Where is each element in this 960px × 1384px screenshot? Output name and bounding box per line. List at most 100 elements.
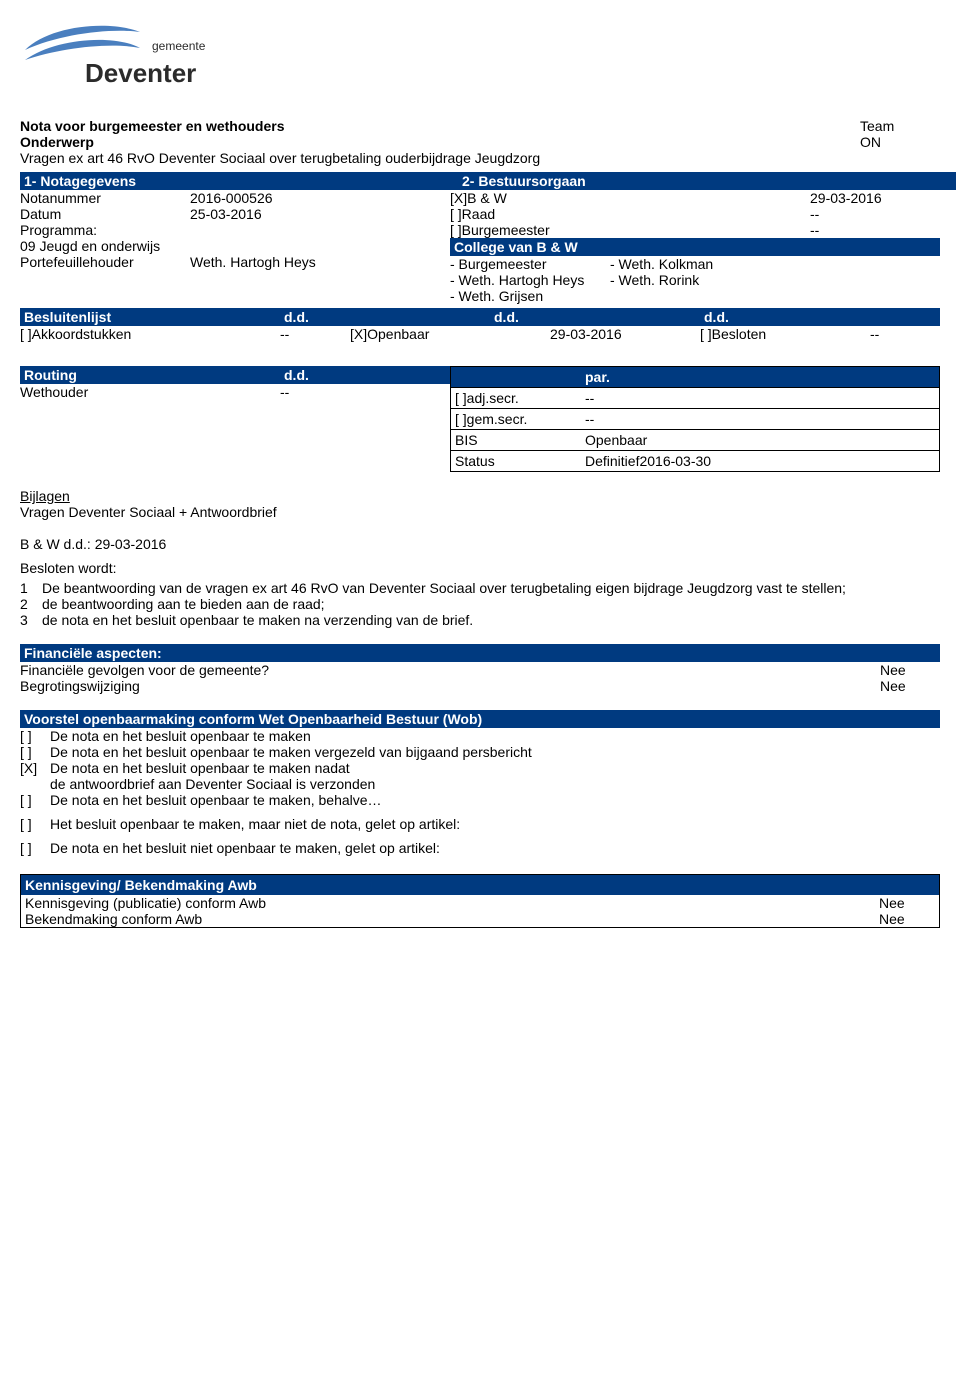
college-name-l2: - Weth. Grijsen [450, 288, 610, 304]
nota-notanummer-label: Notanummer [20, 190, 190, 206]
awb-bar: Kennisgeving/ Bekendmaking Awb [21, 875, 939, 895]
document-page: gemeente Deventer Nota voor burgemeester… [0, 0, 960, 948]
besluitenlijst-bar: Besluitenlijst d.d. d.d. d.d. [20, 308, 940, 326]
two-column-body: Notanummer2016-000526 Datum25-03-2016 Pr… [20, 190, 940, 304]
college-name-l1: - Weth. Hartogh Heys [450, 272, 610, 288]
college-name-l0: - Burgemeester [450, 256, 610, 272]
wob3-r0-m: [ ] [20, 840, 50, 856]
section-bar-row: 1- Notagegevens 2- Bestuursorgaan [20, 172, 940, 190]
section2-bar: 2- Bestuursorgaan [458, 172, 956, 190]
wob3-r0-t: De nota en het besluit niet openbaar te … [50, 840, 940, 856]
fin-row1-v: Nee [880, 678, 940, 694]
awb-row0-k: Kennisgeving (publicatie) conform Awb [21, 895, 879, 911]
besl-bar-seg3: d.d. [494, 309, 704, 325]
routing-bar-left: Routing d.d. [20, 366, 450, 384]
routing-right-box: par. [ ]adj.secr.-- [ ]gem.secr.-- BISOp… [450, 366, 940, 472]
nota-programma-value [190, 222, 450, 238]
college-name-r2 [610, 288, 810, 304]
bo-burg-date: -- [810, 222, 940, 238]
bo-bw-label: [X]B & W [450, 190, 610, 206]
wob-r1-m: [ ] [20, 744, 50, 760]
wob-r3-t: de antwoordbrief aan Deventer Sociaal is… [50, 776, 940, 792]
decision-item-1: De beantwoording van de vragen ex art 46… [42, 580, 940, 596]
decision-num-1: 1 [20, 580, 42, 596]
besl-bar-seg4: d.d. [704, 309, 936, 325]
decision-date: B & W d.d.: 29-03-2016 [20, 536, 940, 552]
financial-bar: Financiële aspecten: [20, 644, 940, 662]
team-label: Team [860, 118, 940, 134]
decision-lead: Besloten wordt: [20, 560, 940, 576]
subject-label: Onderwerp [20, 134, 860, 150]
section1-bar: 1- Notagegevens [20, 172, 458, 190]
wob-r2-m: [X] [20, 760, 50, 776]
bijlagen-text: Vragen Deventer Sociaal + Antwoordbrief [20, 504, 940, 520]
routing-status-v: Definitief2016-03-30 [585, 453, 935, 469]
routing-bis-v: Openbaar [585, 432, 935, 448]
wob-section: Voorstel openbaarmaking conform Wet Open… [20, 710, 940, 856]
bo-burg-label: [ ]Burgemeester [450, 222, 610, 238]
routing-adjsecr-k: [ ]adj.secr. [455, 390, 585, 406]
wob-bar: Voorstel openbaarmaking conform Wet Open… [20, 710, 940, 728]
routing-bar-label: Routing [24, 367, 284, 383]
routing-bis-k: BIS [455, 432, 585, 448]
municipality-logo: gemeente Deventer [20, 20, 940, 100]
subject-text: Vragen ex art 46 RvO Deventer Sociaal ov… [20, 150, 860, 166]
right-column: [X]B & W 29-03-2016 [ ]Raad -- [ ]Burgemee… [450, 190, 940, 304]
wob-r4-m: [ ] [20, 792, 50, 808]
decision-section: B & W d.d.: 29-03-2016 Besloten wordt: 1… [20, 536, 940, 628]
nota-programma-label: Programma: [20, 222, 190, 238]
logo-line1: gemeente [152, 39, 206, 53]
wob-r2-t: De nota en het besluit openbaar te maken… [50, 760, 940, 776]
financial-section: Financiële aspecten: Financiële gevolgen… [20, 644, 940, 694]
awb-block: Kennisgeving/ Bekendmaking Awb Kennisgev… [20, 874, 940, 928]
wob-r4-t: De nota en het besluit openbaar te maken… [50, 792, 940, 808]
routing-wethouder-label: Wethouder [20, 384, 280, 400]
routing-gemsecr-k: [ ]gem.secr. [455, 411, 585, 427]
routing-gemsecr-v: -- [585, 411, 935, 427]
besl-row-2: -- [280, 326, 350, 342]
logo-line2: Deventer [85, 58, 196, 88]
college-name-r1: - Weth. Rorink [610, 272, 810, 288]
decision-item-2: de beantwoording aan te bieden aan de ra… [42, 596, 940, 612]
nota-programma-detail: 09 Jeugd en onderwijs [20, 238, 160, 254]
wob-r0-m: [ ] [20, 728, 50, 744]
besl-row-3: [X]Openbaar [350, 326, 550, 342]
left-column: Notanummer2016-000526 Datum25-03-2016 Pr… [20, 190, 450, 304]
besl-row-6: -- [870, 326, 940, 342]
decision-num-3: 3 [20, 612, 42, 628]
nota-portefeuille-label: Portefeuillehouder [20, 254, 190, 270]
besl-row-1: [ ]Akkoordstukken [20, 326, 280, 342]
awb-row1-k: Bekendmaking conform Awb [21, 911, 879, 927]
decision-item-3: de nota en het besluit openbaar te maken… [42, 612, 940, 628]
logo-svg: gemeente Deventer [20, 20, 250, 100]
routing-block: Routing d.d. Wethouder -- par. [ ]adj.se… [20, 366, 940, 472]
nota-datum-label: Datum [20, 206, 190, 222]
nota-datum-value: 25-03-2016 [190, 206, 450, 222]
bijlagen-section: Bijlagen Vragen Deventer Sociaal + Antwo… [20, 488, 940, 520]
team-value: ON [860, 134, 940, 150]
routing-wethouder-value: -- [280, 384, 450, 400]
fin-row1-k: Begrotingswijziging [20, 678, 880, 694]
header-row: Nota voor burgemeester en wethouders Ond… [20, 118, 940, 172]
bo-bw-date: 29-03-2016 [810, 190, 940, 206]
fin-row0-k: Financiële gevolgen voor de gemeente? [20, 662, 880, 678]
bijlagen-label: Bijlagen [20, 488, 940, 504]
college-bar: College van B & W [450, 238, 940, 256]
wob-r3-m [20, 776, 50, 792]
decision-num-2: 2 [20, 596, 42, 612]
bo-raad-date: -- [810, 206, 940, 222]
besl-row-5: [ ]Besloten [700, 326, 870, 342]
awb-row1-v: Nee [879, 911, 939, 927]
wob2-r0-m: [ ] [20, 816, 50, 832]
routing-par-head: par. [585, 369, 935, 385]
routing-bar-dd: d.d. [284, 367, 446, 383]
document-title: Nota voor burgemeester en wethouders [20, 118, 860, 134]
college-name-r0: - Weth. Kolkman [610, 256, 810, 272]
besluitenlijst-row: [ ]Akkoordstukken -- [X]Openbaar 29-03-2… [20, 326, 940, 342]
fin-row0-v: Nee [880, 662, 940, 678]
besl-bar-seg1: Besluitenlijst [24, 309, 284, 325]
bo-raad-label: [ ]Raad [450, 206, 610, 222]
wob2-r0-t: Het besluit openbaar te maken, maar niet… [50, 816, 940, 832]
awb-row0-v: Nee [879, 895, 939, 911]
wob-r0-t: De nota en het besluit openbaar te maken [50, 728, 940, 744]
